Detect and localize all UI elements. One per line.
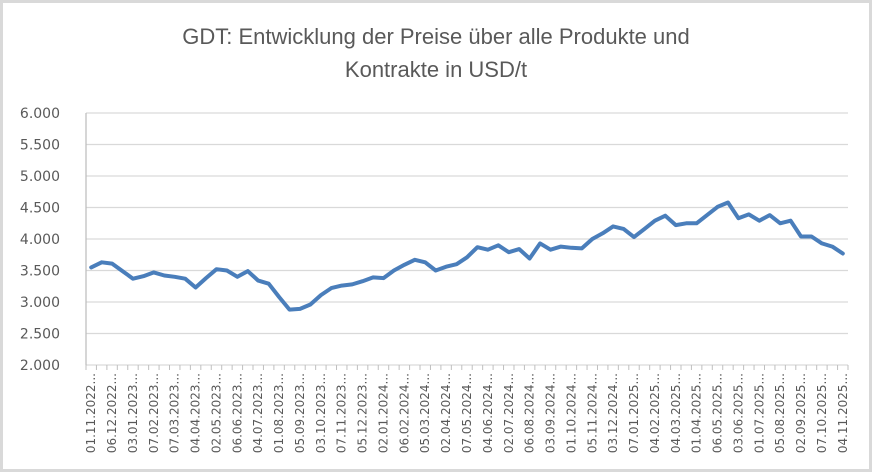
y-tick-label: 2.500 [20,327,60,343]
x-tick-label: 02.04.2024... [439,373,453,453]
x-tick-label: 05.11.2024... [585,373,599,453]
chart-title-line-1: GDT: Entwicklung der Preise über alle Pr… [182,24,690,49]
y-tick-label: 3.000 [20,295,60,311]
y-tick-label: 5.000 [20,169,60,185]
x-tick-label: 06.05.2025... [711,373,725,453]
x-tick-label: 03.10.2023... [314,373,328,453]
x-tick-label: 01.11.2022... [84,373,98,453]
y-tick-label: 2.000 [20,358,60,374]
x-tick-label: 03.01.2023... [126,373,140,453]
x-tick-label: 07.10.2025... [815,373,829,453]
x-tick-label: 06.12.2022... [105,373,119,453]
x-tick-label: 05.08.2025... [773,373,787,453]
x-tick-label: 01.10.2024... [564,373,578,453]
x-tick-label: 06.06.2023... [230,373,244,453]
x-tick-label: 05.12.2023... [356,373,370,453]
y-tick-label: 3.500 [20,264,60,280]
x-tick-label: 04.06.2024... [481,373,495,453]
x-tick-label: 06.08.2024... [523,373,537,453]
y-tick-label: 5.500 [20,138,60,154]
x-tick-label: 04.07.2023... [251,373,265,453]
x-tick-label: 04.03.2025... [669,373,683,453]
x-tick-label: 04.02.2025... [648,373,662,453]
y-tick-label: 6.000 [20,106,60,122]
x-tick-label: 01.04.2025... [690,373,704,453]
chart-title: GDT: Entwicklung der Preise über alle Pr… [0,20,872,86]
x-tick-label: 05.03.2024... [418,373,432,453]
chart-title-line-2: Kontrakte in USD/t [344,57,528,82]
x-tick-label: 03.09.2024... [544,373,558,453]
x-tick-label: 07.03.2023... [168,373,182,453]
x-tick-label: 04.11.2025... [836,373,850,453]
x-tick-label: 07.01.2025... [627,373,641,453]
x-tick-label: 04.04.2023... [189,373,203,453]
x-tick-label: 02.09.2025... [794,373,808,453]
x-tick-label: 02.07.2024... [502,373,516,453]
x-tick-label: 03.06.2025... [731,373,745,453]
x-tick-label: 03.12.2024... [606,373,620,453]
x-tick-label: 07.05.2024... [460,373,474,453]
x-tick-label: 05.09.2023... [293,373,307,453]
price-line [89,200,845,312]
y-tick-label: 4.500 [20,201,60,217]
x-tick-label: 06.02.2024... [397,373,411,453]
x-tick-label: 07.11.2023... [335,373,349,453]
y-tick-label: 4.000 [20,232,60,248]
x-tick-label: 07.02.2023... [147,373,161,453]
x-tick-label: 01.07.2025... [752,373,766,453]
x-tick-label: 02.05.2023... [209,373,223,453]
x-tick-label: 02.01.2024... [376,373,390,453]
x-tick-label: 01.08.2023... [272,373,286,453]
